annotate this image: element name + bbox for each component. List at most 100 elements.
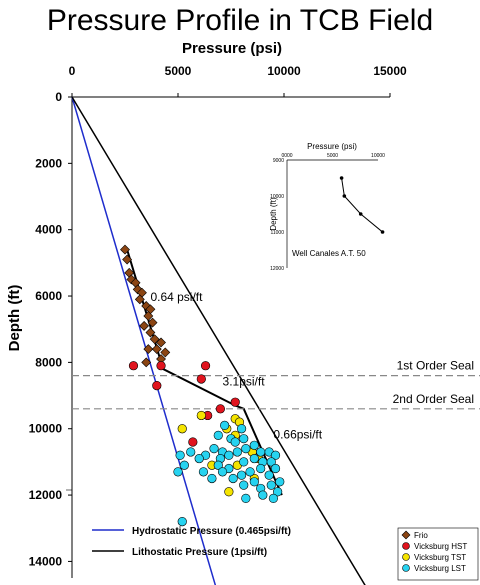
hydrostatic-line [71, 96, 217, 585]
x-tick-label: 10000 [267, 64, 301, 78]
x-tick-label: 0 [69, 64, 76, 78]
inset-y-label: Depth (ft) [269, 197, 278, 231]
inset-point [342, 194, 347, 198]
vicksburg-lst-marker [173, 467, 183, 477]
y-axis-title: Depth (ft) [6, 285, 23, 352]
legend-hst-marker [402, 542, 410, 550]
vicksburg-lst-marker [237, 424, 247, 434]
vicksburg-tst-marker [196, 410, 206, 421]
vicksburg-lst-marker [186, 447, 196, 457]
vicksburg-lst-marker [230, 437, 240, 447]
vicksburg-lst-marker [270, 463, 281, 474]
vicksburg-hst-marker [230, 397, 240, 407]
vicksburg-lst-marker [213, 460, 223, 470]
marker-legend: Frio Vicksburg HST Vicksburg TST Vicksbu… [397, 527, 479, 581]
frio-marker [139, 320, 150, 331]
vicksburg-lst-marker [179, 460, 189, 470]
pressure-lines: 1st Order Seal 2nd Order Seal [71, 96, 480, 585]
frio-marker [143, 311, 154, 321]
vicksburg-lst-marker [209, 444, 219, 454]
vicksburg-lst-marker [275, 477, 285, 487]
seal-label: 2nd Order Seal [393, 392, 474, 406]
vicksburg-lst-marker [224, 450, 234, 460]
legend-tst-marker [402, 553, 410, 561]
vicksburg-lst-marker [239, 457, 249, 467]
vicksburg-lst-marker [268, 493, 279, 503]
frio-marker [122, 254, 133, 265]
inset-x-tick-label: 10000 [371, 153, 385, 159]
y-tick-label: 0 [55, 90, 62, 104]
y-tick-label: 2000 [35, 156, 62, 170]
seal-label: 1st Order Seal [397, 359, 474, 373]
data-markers [120, 244, 285, 527]
frio-marker [145, 327, 156, 338]
vicksburg-hst-marker [215, 404, 225, 414]
frio-marker [149, 334, 160, 345]
vicksburg-hst-marker [196, 374, 206, 384]
vicksburg-lst-marker [273, 487, 283, 497]
vicksburg-lst-marker [241, 444, 251, 454]
slope-annotation: 3.1psi/ft [223, 375, 266, 389]
vicksburg-lst-marker [256, 447, 266, 457]
legend-tst-label: Vicksburg TST [414, 553, 466, 562]
inset-y-tick-label: 10000 [270, 194, 284, 200]
vicksburg-lst-marker [256, 463, 266, 474]
lithostatic-line [71, 96, 366, 585]
marker-legend-box [397, 527, 479, 581]
inset-chart: Pressure (psi) Depth (ft) Well Canales A… [269, 142, 385, 272]
vicksburg-lst-marker [228, 473, 238, 484]
vicksburg-lst-marker [245, 467, 255, 477]
vicksburg-lst-marker [249, 477, 259, 487]
vicksburg-hst-marker [128, 361, 139, 371]
slope-annotation: 0.64 psi/ft [150, 290, 203, 304]
frio-marker [120, 244, 130, 255]
vicksburg-lst-marker [270, 450, 281, 460]
inset-y-tick-label: 12000 [270, 266, 284, 272]
annotations: 0.64 psi/ft 3.1psi/ft 0.66psi/ft [150, 290, 322, 442]
frio-marker [151, 344, 162, 355]
x-tick-label: 5000 [165, 64, 192, 78]
vicksburg-lst-marker [232, 447, 242, 457]
line-legend: Hydrostatic Pressure (0.465psi/ft) Litho… [92, 526, 291, 558]
legend-lst-marker [402, 564, 410, 572]
frio-marker [147, 317, 158, 328]
vicksburg-lst-marker [239, 480, 249, 490]
plot-frame [66, 96, 390, 578]
slope-annotation: 0.66psi/ft [273, 428, 322, 442]
x-tick-label: 15000 [373, 64, 407, 78]
vicksburg-lst-marker [237, 470, 247, 480]
y-tick-label: 10000 [29, 422, 63, 436]
vicksburg-lst-marker [207, 473, 217, 484]
vicksburg-lst-marker [175, 450, 185, 460]
frio-marker [156, 337, 166, 348]
vicksburg-lst-marker [249, 453, 259, 464]
vicksburg-tst-marker [224, 487, 234, 497]
axis-ticks: 0 5000 10000 15000 0 2000 4000 6000 8000 10000 120… [29, 64, 407, 568]
vicksburg-lst-marker [213, 430, 223, 440]
vicksburg-hst-marker [152, 381, 162, 391]
legend-frio-marker [401, 530, 411, 540]
vicksburg-lst-marker [217, 467, 228, 477]
inset-point [339, 176, 344, 180]
frio-marker [141, 357, 152, 368]
vicksburg-tst-marker [177, 424, 187, 434]
vicksburg-lst-marker [264, 470, 274, 480]
x-axis-title: Pressure (psi) [182, 40, 282, 57]
inset-point [358, 212, 363, 216]
inset-well-label: Well Canales A.T. 50 [292, 249, 366, 258]
legend-litho-label: Lithostatic Pressure (1psi/ft) [132, 547, 267, 558]
vicksburg-hst-marker [200, 361, 211, 371]
inset-x-label: Pressure (psi) [307, 142, 357, 151]
inset-x-tick-label: 0000 [281, 153, 292, 159]
inset-y-tick-label: 11000 [270, 230, 284, 236]
vicksburg-lst-marker [249, 440, 259, 450]
legend-lst-label: Vicksburg LST [414, 564, 466, 573]
legend-hst-label: Vicksburg HST [414, 542, 467, 551]
y-tick-label: 8000 [35, 355, 62, 369]
frio-marker [160, 347, 171, 358]
inset-x-tick-label: 5000 [327, 153, 338, 159]
vicksburg-lst-marker [258, 490, 268, 500]
vicksburg-lst-marker [239, 434, 249, 444]
y-tick-label: 4000 [35, 223, 62, 237]
